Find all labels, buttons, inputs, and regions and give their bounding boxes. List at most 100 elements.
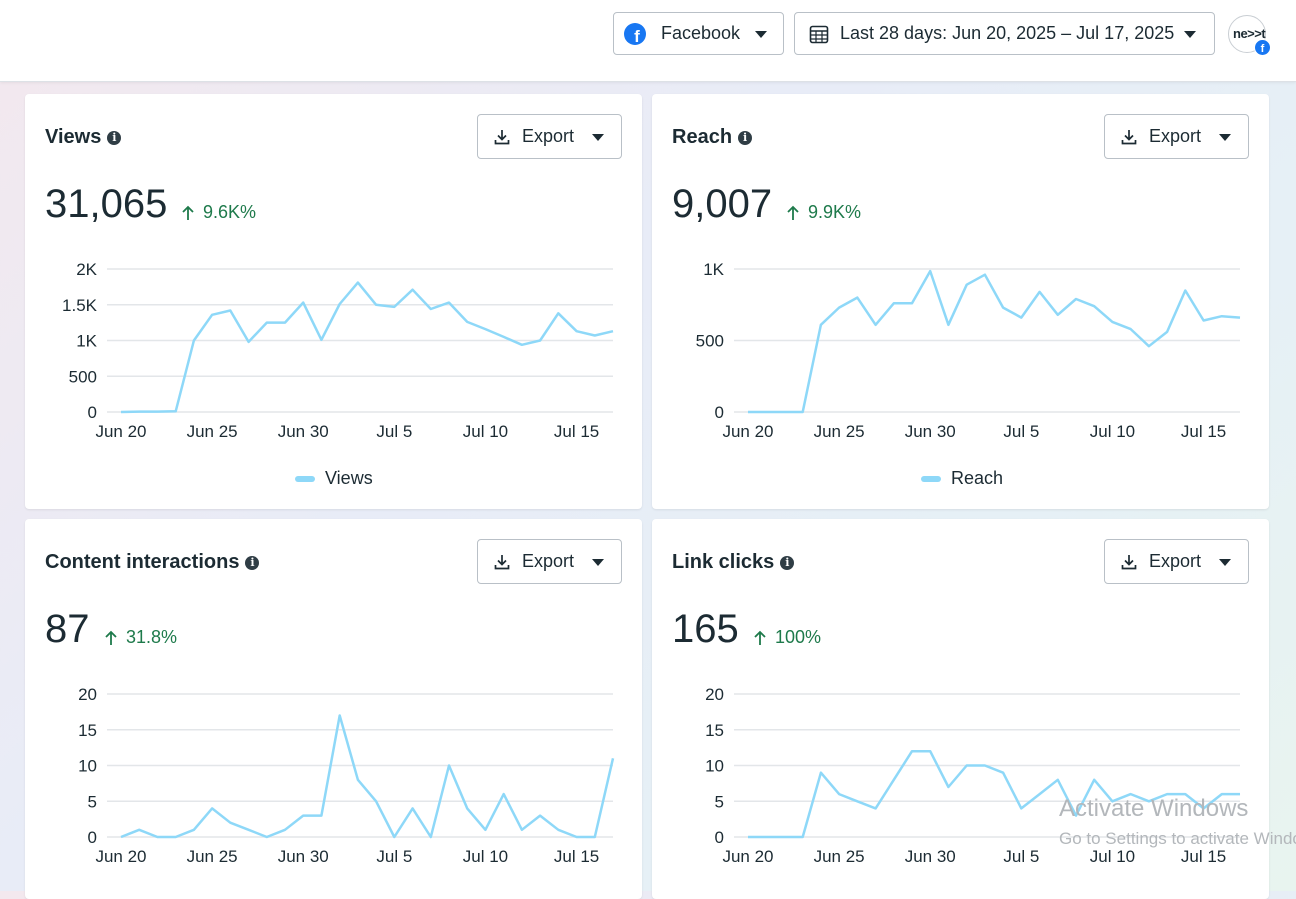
platform-selector[interactable]: f Facebook	[613, 12, 784, 55]
date-range-label: Last 28 days: Jun 20, 2025 – Jul 17, 202…	[840, 23, 1174, 44]
y-tick-label: 1K	[703, 260, 724, 279]
download-icon	[1120, 553, 1138, 571]
x-tick-label: Jun 30	[905, 847, 956, 866]
chevron-down-icon	[592, 559, 604, 566]
info-icon[interactable]: i	[245, 556, 259, 570]
y-tick-label: 10	[705, 757, 724, 776]
info-icon[interactable]: i	[738, 131, 752, 145]
x-tick-label: Jun 30	[278, 422, 329, 441]
metric-change: 9.9K%	[786, 202, 861, 223]
export-button[interactable]: Export	[477, 114, 622, 159]
y-tick-label: 0	[88, 403, 97, 422]
x-tick-label: Jul 5	[1003, 847, 1039, 866]
chevron-down-icon	[1219, 559, 1231, 566]
y-tick-label: 10	[78, 757, 97, 776]
x-tick-label: Jul 15	[554, 422, 599, 441]
metric-change-value: 31.8%	[126, 627, 177, 648]
series-line	[121, 716, 613, 838]
y-tick-label: 1.5K	[62, 296, 98, 315]
arrow-up-icon	[181, 205, 195, 221]
y-tick-label: 5	[715, 792, 724, 811]
export-label: Export	[522, 551, 574, 572]
export-label: Export	[1149, 126, 1201, 147]
y-tick-label: 500	[696, 332, 724, 351]
x-tick-label: Jun 20	[95, 847, 146, 866]
y-tick-label: 15	[78, 721, 97, 740]
export-button[interactable]: Export	[1104, 114, 1249, 159]
x-tick-label: Jun 25	[814, 422, 865, 441]
account-avatar[interactable]: ne>>t f	[1228, 15, 1266, 53]
download-icon	[1120, 128, 1138, 146]
x-tick-label: Jun 30	[905, 422, 956, 441]
x-tick-label: Jul 10	[463, 847, 508, 866]
metric-change: 31.8%	[104, 627, 177, 648]
x-tick-label: Jul 15	[1181, 847, 1226, 866]
arrow-up-icon	[786, 205, 800, 221]
facebook-badge-icon: f	[1254, 39, 1271, 56]
export-button[interactable]: Export	[477, 539, 622, 584]
arrow-up-icon	[753, 630, 767, 646]
activate-windows-watermark: Activate Windows	[1059, 795, 1248, 823]
x-tick-label: Jul 5	[376, 422, 412, 441]
activate-windows-hint: Go to Settings to activate Windows.	[1059, 829, 1296, 849]
chevron-down-icon	[1219, 134, 1231, 141]
series-line	[748, 271, 1240, 412]
info-icon[interactable]: i	[780, 556, 794, 570]
export-label: Export	[522, 126, 574, 147]
x-tick-label: Jul 10	[1090, 847, 1135, 866]
y-tick-label: 20	[705, 685, 724, 704]
x-tick-label: Jun 20	[95, 422, 146, 441]
y-tick-label: 15	[705, 721, 724, 740]
arrow-up-icon	[104, 630, 118, 646]
top-bar: f Facebook Last 28 days: Jun 20, 2025 – …	[0, 0, 1296, 82]
y-tick-label: 0	[88, 828, 97, 847]
x-tick-label: Jun 25	[814, 847, 865, 866]
legend-swatch	[921, 476, 941, 482]
chart-legend: Views	[295, 468, 373, 489]
metric-value: 31,065	[45, 182, 167, 227]
platform-selector-label: Facebook	[661, 23, 740, 44]
x-tick-label: Jun 30	[278, 847, 329, 866]
metric-value: 165	[672, 607, 739, 652]
y-tick-label: 1K	[76, 332, 97, 351]
metric-value: 9,007	[672, 182, 772, 227]
calendar-icon	[809, 24, 829, 44]
download-icon	[493, 553, 511, 571]
x-tick-label: Jul 10	[1090, 422, 1135, 441]
x-tick-label: Jul 15	[1181, 422, 1226, 441]
series-line	[121, 283, 613, 412]
legend-label: Views	[325, 468, 373, 489]
y-tick-label: 0	[715, 828, 724, 847]
y-tick-label: 2K	[76, 260, 97, 279]
chevron-down-icon	[1184, 31, 1196, 38]
x-tick-label: Jun 20	[722, 422, 773, 441]
x-tick-label: Jun 20	[722, 847, 773, 866]
info-icon[interactable]: i	[107, 131, 121, 145]
x-tick-label: Jul 5	[1003, 422, 1039, 441]
metric-change: 100%	[753, 627, 821, 648]
export-label: Export	[1149, 551, 1201, 572]
metric-change: 9.6K%	[181, 202, 256, 223]
legend-swatch	[295, 476, 315, 482]
y-tick-label: 20	[78, 685, 97, 704]
x-tick-label: Jun 25	[187, 422, 238, 441]
export-button[interactable]: Export	[1104, 539, 1249, 584]
x-tick-label: Jul 10	[463, 422, 508, 441]
metric-change-value: 100%	[775, 627, 821, 648]
x-tick-label: Jun 25	[187, 847, 238, 866]
x-tick-label: Jul 15	[554, 847, 599, 866]
chevron-down-icon	[592, 134, 604, 141]
download-icon	[493, 128, 511, 146]
facebook-icon: f	[624, 23, 646, 45]
chart-legend: Reach	[921, 468, 1003, 489]
metric-change-value: 9.6K%	[203, 202, 256, 223]
date-range-selector[interactable]: Last 28 days: Jun 20, 2025 – Jul 17, 202…	[794, 12, 1215, 55]
